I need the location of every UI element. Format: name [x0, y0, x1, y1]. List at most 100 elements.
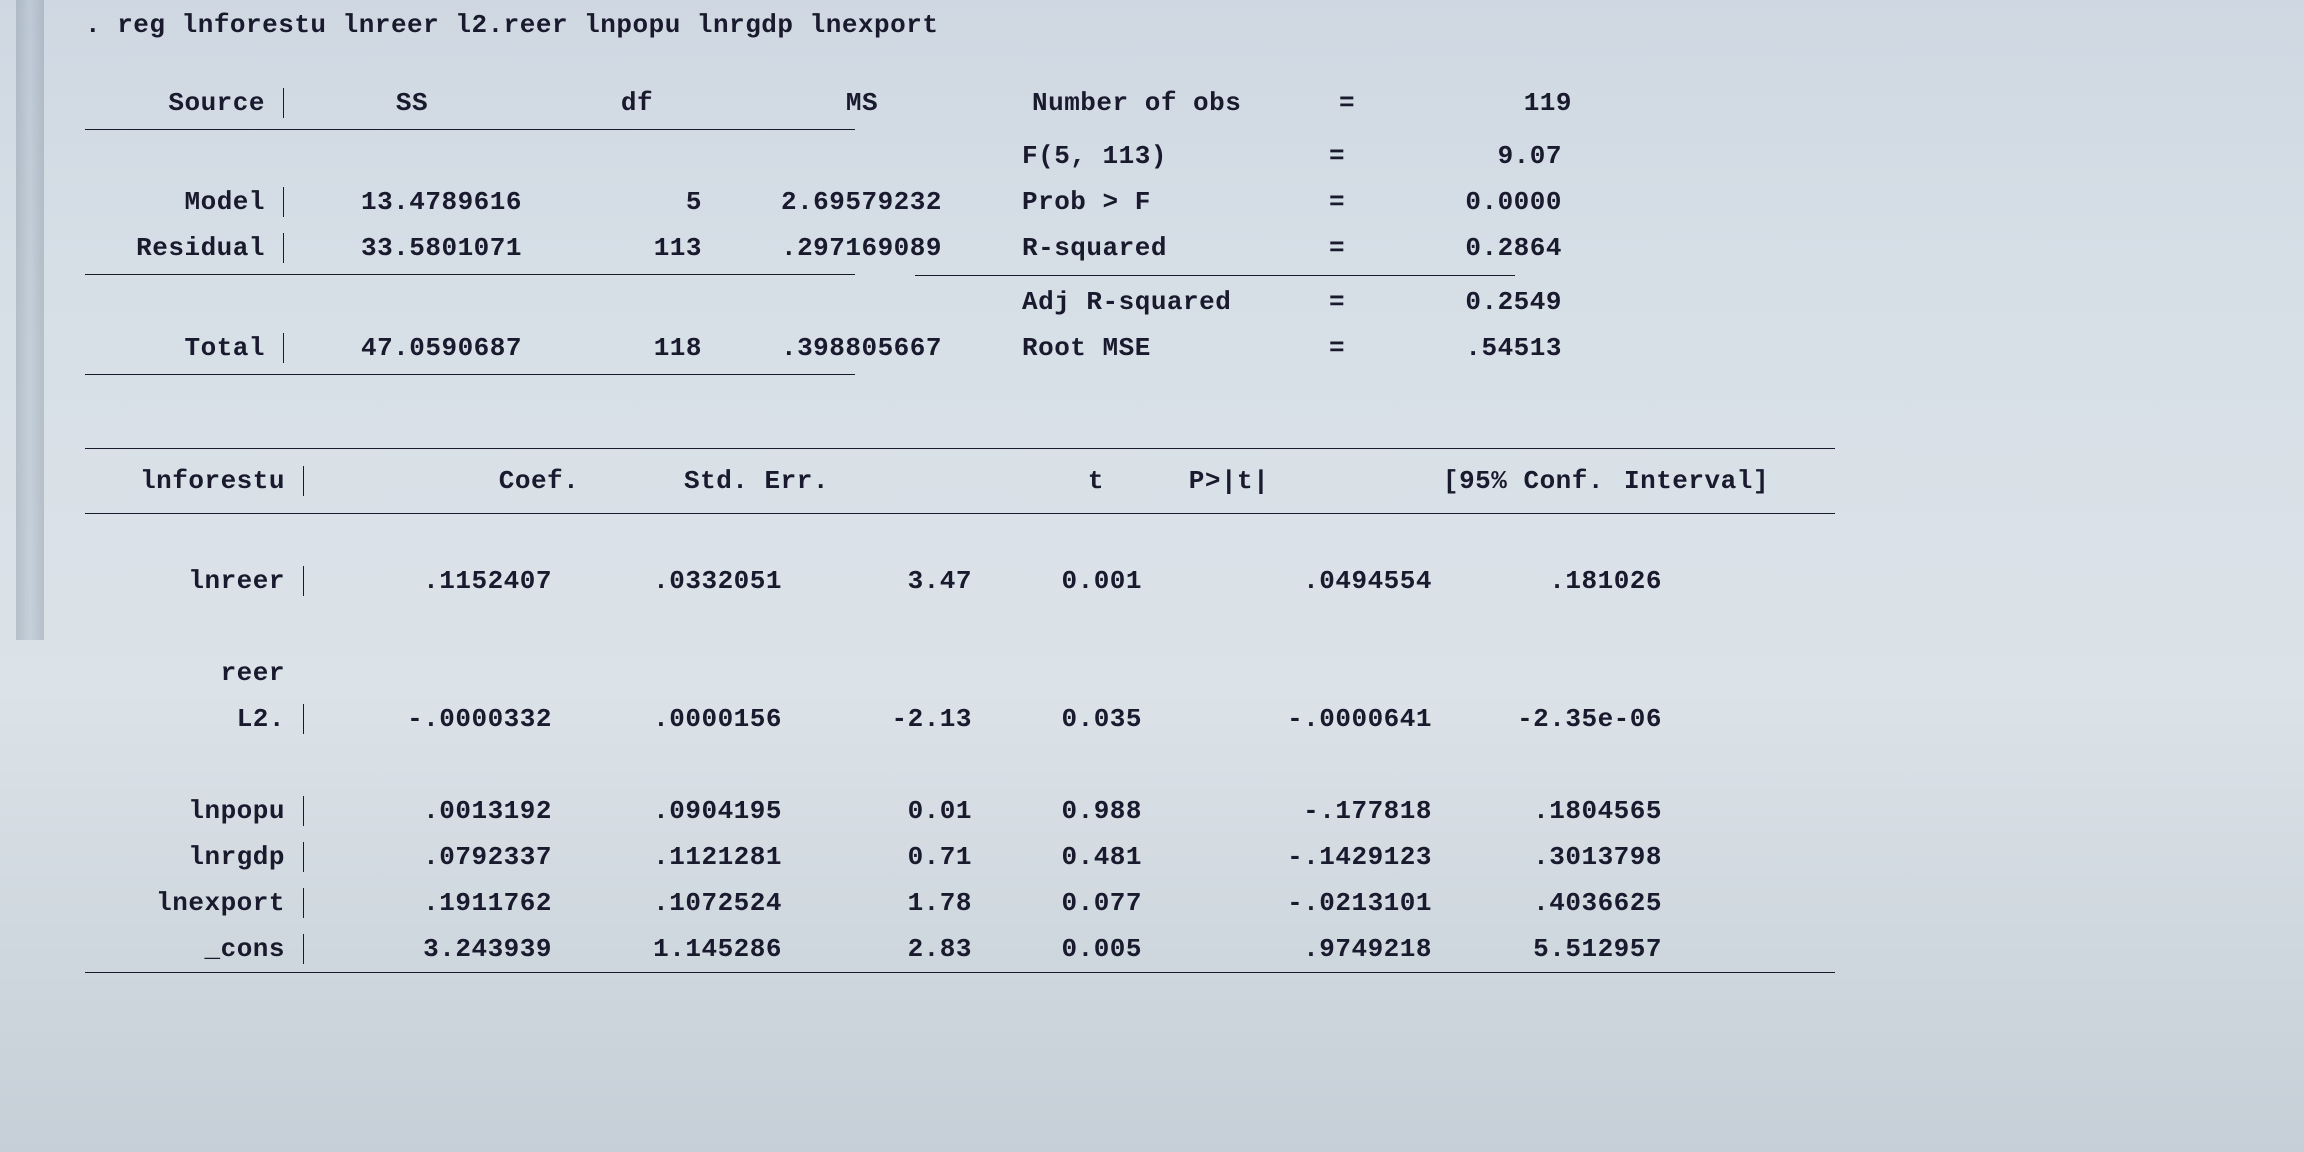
stats-row: Adj R-squared = 0.2549: [85, 279, 2235, 325]
coef-cihi: .1804565: [1432, 796, 1662, 826]
coef-row: lnexport.1911762.10725241.780.077-.02131…: [85, 880, 2235, 926]
anova-src: Model: [85, 187, 283, 217]
stat-eq: =: [1312, 141, 1362, 171]
coef-var: L2.: [85, 704, 303, 734]
coef-coef: -.0000332: [303, 704, 552, 734]
coef-row: lnreer.1152407.03320513.470.001.0494554.…: [85, 558, 2235, 604]
coef-se: .0000156: [552, 704, 782, 734]
anova-row-residual: Residual 33.5801071 113 .297169089 R-squ…: [85, 225, 2235, 271]
stat-value: .54513: [1362, 333, 1562, 363]
anova-ms: .398805667: [722, 333, 962, 363]
stat-label: Prob > F: [1022, 187, 1312, 217]
coef-p: 0.005: [972, 934, 1142, 964]
anova-row-total: Total 47.0590687 118 .398805667 Root MSE…: [85, 325, 2235, 371]
coef-var: lnrgdp: [85, 842, 303, 872]
anova-row-model: Model 13.4789616 5 2.69579232 Prob > F =…: [85, 179, 2235, 225]
coef-coef: .1152407: [303, 566, 552, 596]
coef-p: 0.988: [972, 796, 1142, 826]
coef-row: _cons3.2439391.1452862.830.005.97492185.…: [85, 926, 2235, 972]
coef-coef: .1911762: [303, 888, 552, 918]
rule: [915, 275, 1515, 276]
coef-header-row: lnforestu Coef. Std. Err. t P>|t| [95% C…: [85, 449, 2235, 513]
coef-cilo: -.1429123: [1142, 842, 1432, 872]
anova-src: Residual: [85, 233, 283, 263]
coef-hdr-p: P>|t|: [1114, 466, 1314, 496]
coef-t: 3.47: [782, 566, 972, 596]
coef-var: lnpopu: [85, 796, 303, 826]
coef-cihi: .181026: [1432, 566, 1662, 596]
rule: [85, 374, 855, 375]
anova-df: 113: [552, 233, 722, 263]
anova-hdr-ss: SS: [283, 88, 522, 118]
stat-label: R-squared: [1022, 233, 1312, 263]
coef-blank-row: [85, 604, 2235, 650]
coef-se: .1121281: [552, 842, 782, 872]
stat-label: Adj R-squared: [1022, 287, 1312, 317]
stat-eq: =: [1322, 88, 1372, 118]
coef-row: reer: [85, 650, 2235, 696]
stat-label: Root MSE: [1022, 333, 1312, 363]
anova-src: Total: [85, 333, 283, 363]
coef-depvar: lnforestu: [85, 466, 303, 496]
coef-p: 0.001: [972, 566, 1142, 596]
coef-row: lnpopu.0013192.09041950.010.988-.177818.…: [85, 788, 2235, 834]
stat-eq: =: [1312, 287, 1362, 317]
coef-row: L2.-.0000332.0000156-2.130.035-.0000641-…: [85, 696, 2235, 742]
rule: [85, 274, 855, 275]
coef-coef: .0792337: [303, 842, 552, 872]
stat-value: 0.2549: [1362, 287, 1562, 317]
anova-hdr-ms: MS: [712, 88, 972, 118]
anova-ss: 13.4789616: [283, 187, 552, 217]
coef-t: 1.78: [782, 888, 972, 918]
coef-cihi: 5.512957: [1432, 934, 1662, 964]
coef-se: 1.145286: [552, 934, 782, 964]
anova-hdr-source: Source: [85, 88, 283, 118]
coef-row: lnrgdp.0792337.11212810.710.481-.1429123…: [85, 834, 2235, 880]
coef-p: 0.035: [972, 704, 1142, 734]
coef-hdr-cihi: Interval]: [1604, 466, 1854, 496]
anova-ms: 2.69579232: [722, 187, 962, 217]
coef-var: lnexport: [85, 888, 303, 918]
coef-se: .0332051: [552, 566, 782, 596]
stat-eq: =: [1312, 187, 1362, 217]
coef-var: _cons: [85, 934, 303, 964]
coef-var: reer: [85, 658, 303, 688]
anova-header-row: Source SS df MS Number of obs = 119: [85, 80, 2235, 126]
coef-cilo: -.0213101: [1142, 888, 1432, 918]
anova-df: 5: [552, 187, 722, 217]
coef-cihi: -2.35e-06: [1432, 704, 1662, 734]
scrollbar-stub[interactable]: [16, 0, 44, 640]
stat-label: Number of obs: [1032, 88, 1322, 118]
stat-eq: =: [1312, 333, 1362, 363]
command-line: . reg lnforestu lnreer l2.reer lnpopu ln…: [85, 10, 2235, 40]
anova-hdr-df: df: [522, 88, 712, 118]
coef-t: 2.83: [782, 934, 972, 964]
stat-value: 9.07: [1362, 141, 1562, 171]
coef-t: 0.71: [782, 842, 972, 872]
coef-p: 0.481: [972, 842, 1142, 872]
coef-se: .1072524: [552, 888, 782, 918]
stat-value: 119: [1372, 88, 1572, 118]
coef-hdr-se: Std. Err.: [654, 466, 914, 496]
stats-row: F(5, 113) = 9.07: [85, 133, 2235, 179]
coef-t: -2.13: [782, 704, 972, 734]
stat-value: 0.2864: [1362, 233, 1562, 263]
rule: [85, 129, 855, 130]
anova-ss: 33.5801071: [283, 233, 552, 263]
coef-var: lnreer: [85, 566, 303, 596]
coef-cilo: -.0000641: [1142, 704, 1432, 734]
coef-t: 0.01: [782, 796, 972, 826]
coef-hdr-cilo: [95% Conf.: [1314, 466, 1604, 496]
coef-cihi: .3013798: [1432, 842, 1662, 872]
coef-cilo: .9749218: [1142, 934, 1432, 964]
coef-coef: .0013192: [303, 796, 552, 826]
stata-output: . reg lnforestu lnreer l2.reer lnpopu ln…: [85, 10, 2235, 973]
coef-hdr-coef: Coef.: [303, 466, 654, 496]
coef-blank-row: [85, 742, 2235, 788]
coef-cilo: -.177818: [1142, 796, 1432, 826]
anova-ss: 47.0590687: [283, 333, 552, 363]
coef-hdr-t: t: [914, 466, 1114, 496]
anova-ms: .297169089: [722, 233, 962, 263]
anova-df: 118: [552, 333, 722, 363]
coef-se: .0904195: [552, 796, 782, 826]
